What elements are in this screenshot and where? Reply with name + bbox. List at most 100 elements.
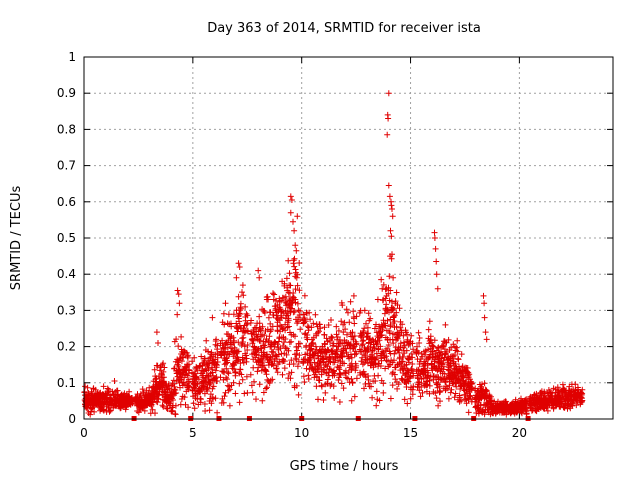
data-point <box>223 365 230 372</box>
data-point <box>210 383 217 390</box>
data-point <box>256 381 263 388</box>
data-point <box>316 377 323 384</box>
data-point <box>430 343 437 350</box>
data-point <box>201 355 208 362</box>
data-point <box>350 292 357 299</box>
data-point <box>450 360 456 367</box>
data-point <box>353 340 360 347</box>
data-point <box>346 319 353 326</box>
data-point <box>236 399 243 406</box>
data-point <box>373 388 380 395</box>
data-point <box>178 333 185 340</box>
data-point <box>287 375 294 382</box>
data-point <box>321 324 328 331</box>
data-point <box>347 341 354 347</box>
data-point <box>401 342 408 349</box>
data-point <box>326 365 333 372</box>
data-point <box>291 263 298 270</box>
data-point <box>185 386 192 393</box>
data-point <box>358 342 365 349</box>
x-tick-label: 20 <box>512 426 527 440</box>
data-point <box>371 325 378 332</box>
data-point <box>388 233 395 240</box>
data-point <box>318 383 325 390</box>
data-point <box>442 321 449 328</box>
data-point <box>346 355 353 362</box>
data-point <box>379 285 386 292</box>
data-point <box>250 337 257 344</box>
data-point <box>353 350 360 357</box>
data-point <box>178 358 185 365</box>
data-point <box>297 340 303 347</box>
data-point <box>382 365 389 372</box>
data-point <box>282 293 289 300</box>
data-point <box>323 362 330 368</box>
data-point <box>434 285 441 292</box>
data-point <box>452 361 459 367</box>
data-point <box>390 305 397 312</box>
data-point <box>172 411 179 418</box>
data-point <box>100 406 106 413</box>
data-point <box>279 326 286 333</box>
chart-title: Day 363 of 2014, SRMTID for receiver ist… <box>207 21 481 36</box>
data-point <box>431 235 438 241</box>
data-point <box>232 369 239 375</box>
data-point <box>278 314 285 321</box>
data-point <box>213 362 220 369</box>
data-point <box>260 389 267 396</box>
data-point <box>288 197 295 203</box>
y-tick-label: 0.5 <box>57 231 76 245</box>
data-point <box>235 348 242 355</box>
data-point <box>160 403 167 410</box>
data-point <box>294 213 301 220</box>
data-point <box>385 90 392 97</box>
data-point <box>228 323 235 330</box>
data-point <box>445 395 452 402</box>
data-point <box>313 383 320 390</box>
data-point <box>426 382 433 389</box>
data-point <box>301 292 308 299</box>
data-point <box>455 356 462 363</box>
data-point <box>278 309 285 316</box>
data-point <box>456 394 463 401</box>
data-point <box>351 333 358 339</box>
data-point <box>91 408 98 415</box>
data-point <box>329 348 336 355</box>
data-point <box>375 372 382 379</box>
data-point <box>360 329 367 336</box>
data-point <box>175 291 182 298</box>
data-point <box>191 405 198 412</box>
data-point <box>303 365 310 372</box>
data-point <box>254 368 261 375</box>
data-point <box>313 373 320 380</box>
data-point <box>107 407 114 414</box>
data-point <box>482 329 489 336</box>
data-point <box>100 383 107 390</box>
data-point <box>408 332 415 339</box>
data-point <box>221 393 228 400</box>
data-point <box>390 313 397 320</box>
data-point <box>333 323 340 330</box>
x-axis-ticks: 0 5 10 15 20 <box>80 57 527 440</box>
data-point <box>285 317 292 324</box>
data-point <box>253 396 259 403</box>
data-point <box>374 354 380 360</box>
data-point <box>149 406 156 413</box>
data-point <box>322 389 329 396</box>
data-point <box>304 323 311 330</box>
data-point <box>384 317 391 324</box>
data-point <box>454 337 461 344</box>
data-point <box>82 383 89 390</box>
data-point <box>322 341 328 348</box>
data-point <box>255 267 262 274</box>
data-point <box>348 376 355 382</box>
data-point <box>400 354 407 360</box>
data-point <box>155 340 161 346</box>
data-point <box>139 386 146 393</box>
data-point <box>466 371 473 378</box>
data-point <box>270 362 277 369</box>
data-point <box>279 278 286 285</box>
data-point <box>244 342 251 348</box>
data-point <box>237 366 244 373</box>
data-point <box>320 397 327 403</box>
